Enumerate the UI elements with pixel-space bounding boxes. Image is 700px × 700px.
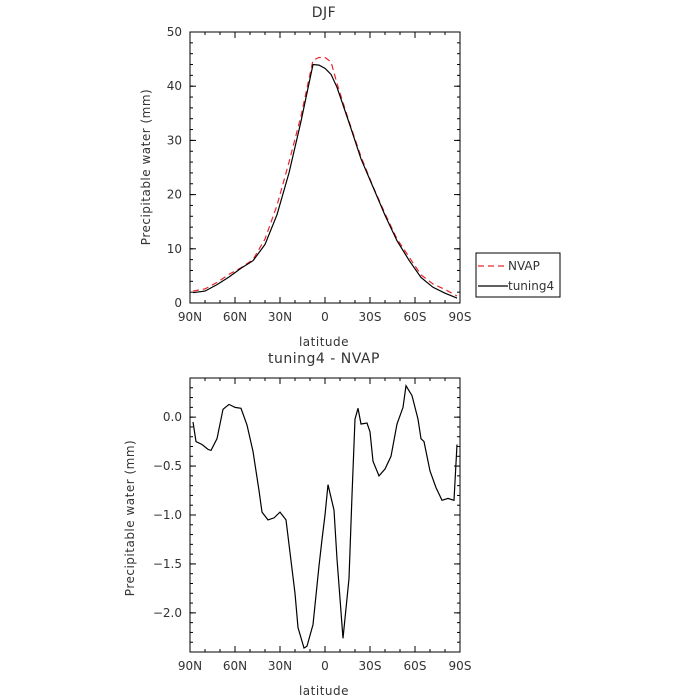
chart-djf-title: DJF (312, 5, 336, 21)
y-tick-label: −1.0 (153, 508, 182, 522)
x-tick-label: 30S (359, 659, 382, 673)
y-tick-label: 0.0 (163, 410, 182, 424)
x-tick-label: 30N (268, 659, 292, 673)
x-tick-label: 90S (449, 659, 472, 673)
chart-diff-xlabel: latitude (299, 684, 349, 698)
legend: NVAP tuning4 (475, 252, 561, 298)
chart-djf-ylabel: Precipitable water (mm) (139, 89, 153, 245)
y-tick-label: 30 (167, 133, 182, 147)
x-tick-label: 0 (321, 310, 329, 324)
y-tick-label: −0.5 (153, 459, 182, 473)
y-tick-label: 50 (167, 25, 182, 39)
x-tick-label: 60S (404, 310, 427, 324)
x-tick-label: 60N (223, 310, 247, 324)
y-tick-label: −2.0 (153, 606, 182, 620)
series-line-tuning4 (192, 63, 458, 299)
x-tick-label: 30S (359, 310, 382, 324)
chart-diff-ylabel: Precipitable water (mm) (123, 440, 137, 596)
series-line-difference (192, 384, 458, 650)
chart-djf: DJF 90N 60N 30N 0 30S 60S 90S 0 10 20 30 40 50 latit… (139, 5, 561, 349)
legend-label-nvap: NVAP (508, 259, 540, 273)
chart-diff-title: tuning4 - NVAP (268, 351, 380, 367)
x-tick-label: 90N (178, 659, 202, 673)
chart-djf-xlabel: latitude (299, 335, 349, 349)
x-tick-label: 60N (223, 659, 247, 673)
y-tick-label: 20 (167, 188, 182, 202)
y-tick-label: 10 (167, 242, 182, 256)
legend-box (475, 252, 561, 298)
x-tick-label: 30N (268, 310, 292, 324)
chart-difference: tuning4 - NVAP 90N 60N 30N 0 30S 60S 90S 0.0 −0.… (123, 351, 471, 698)
chart-djf-frame (189, 31, 461, 304)
x-tick-label: 90S (449, 310, 472, 324)
series-line-nvap (192, 56, 458, 297)
x-tick-label: 90N (178, 310, 202, 324)
y-tick-label: −1.5 (153, 557, 182, 571)
y-tick-label: 0 (174, 296, 182, 310)
x-tick-label: 0 (321, 659, 329, 673)
legend-label-tuning4: tuning4 (508, 279, 554, 293)
y-tick-label: 40 (167, 79, 182, 93)
x-tick-label: 60S (404, 659, 427, 673)
